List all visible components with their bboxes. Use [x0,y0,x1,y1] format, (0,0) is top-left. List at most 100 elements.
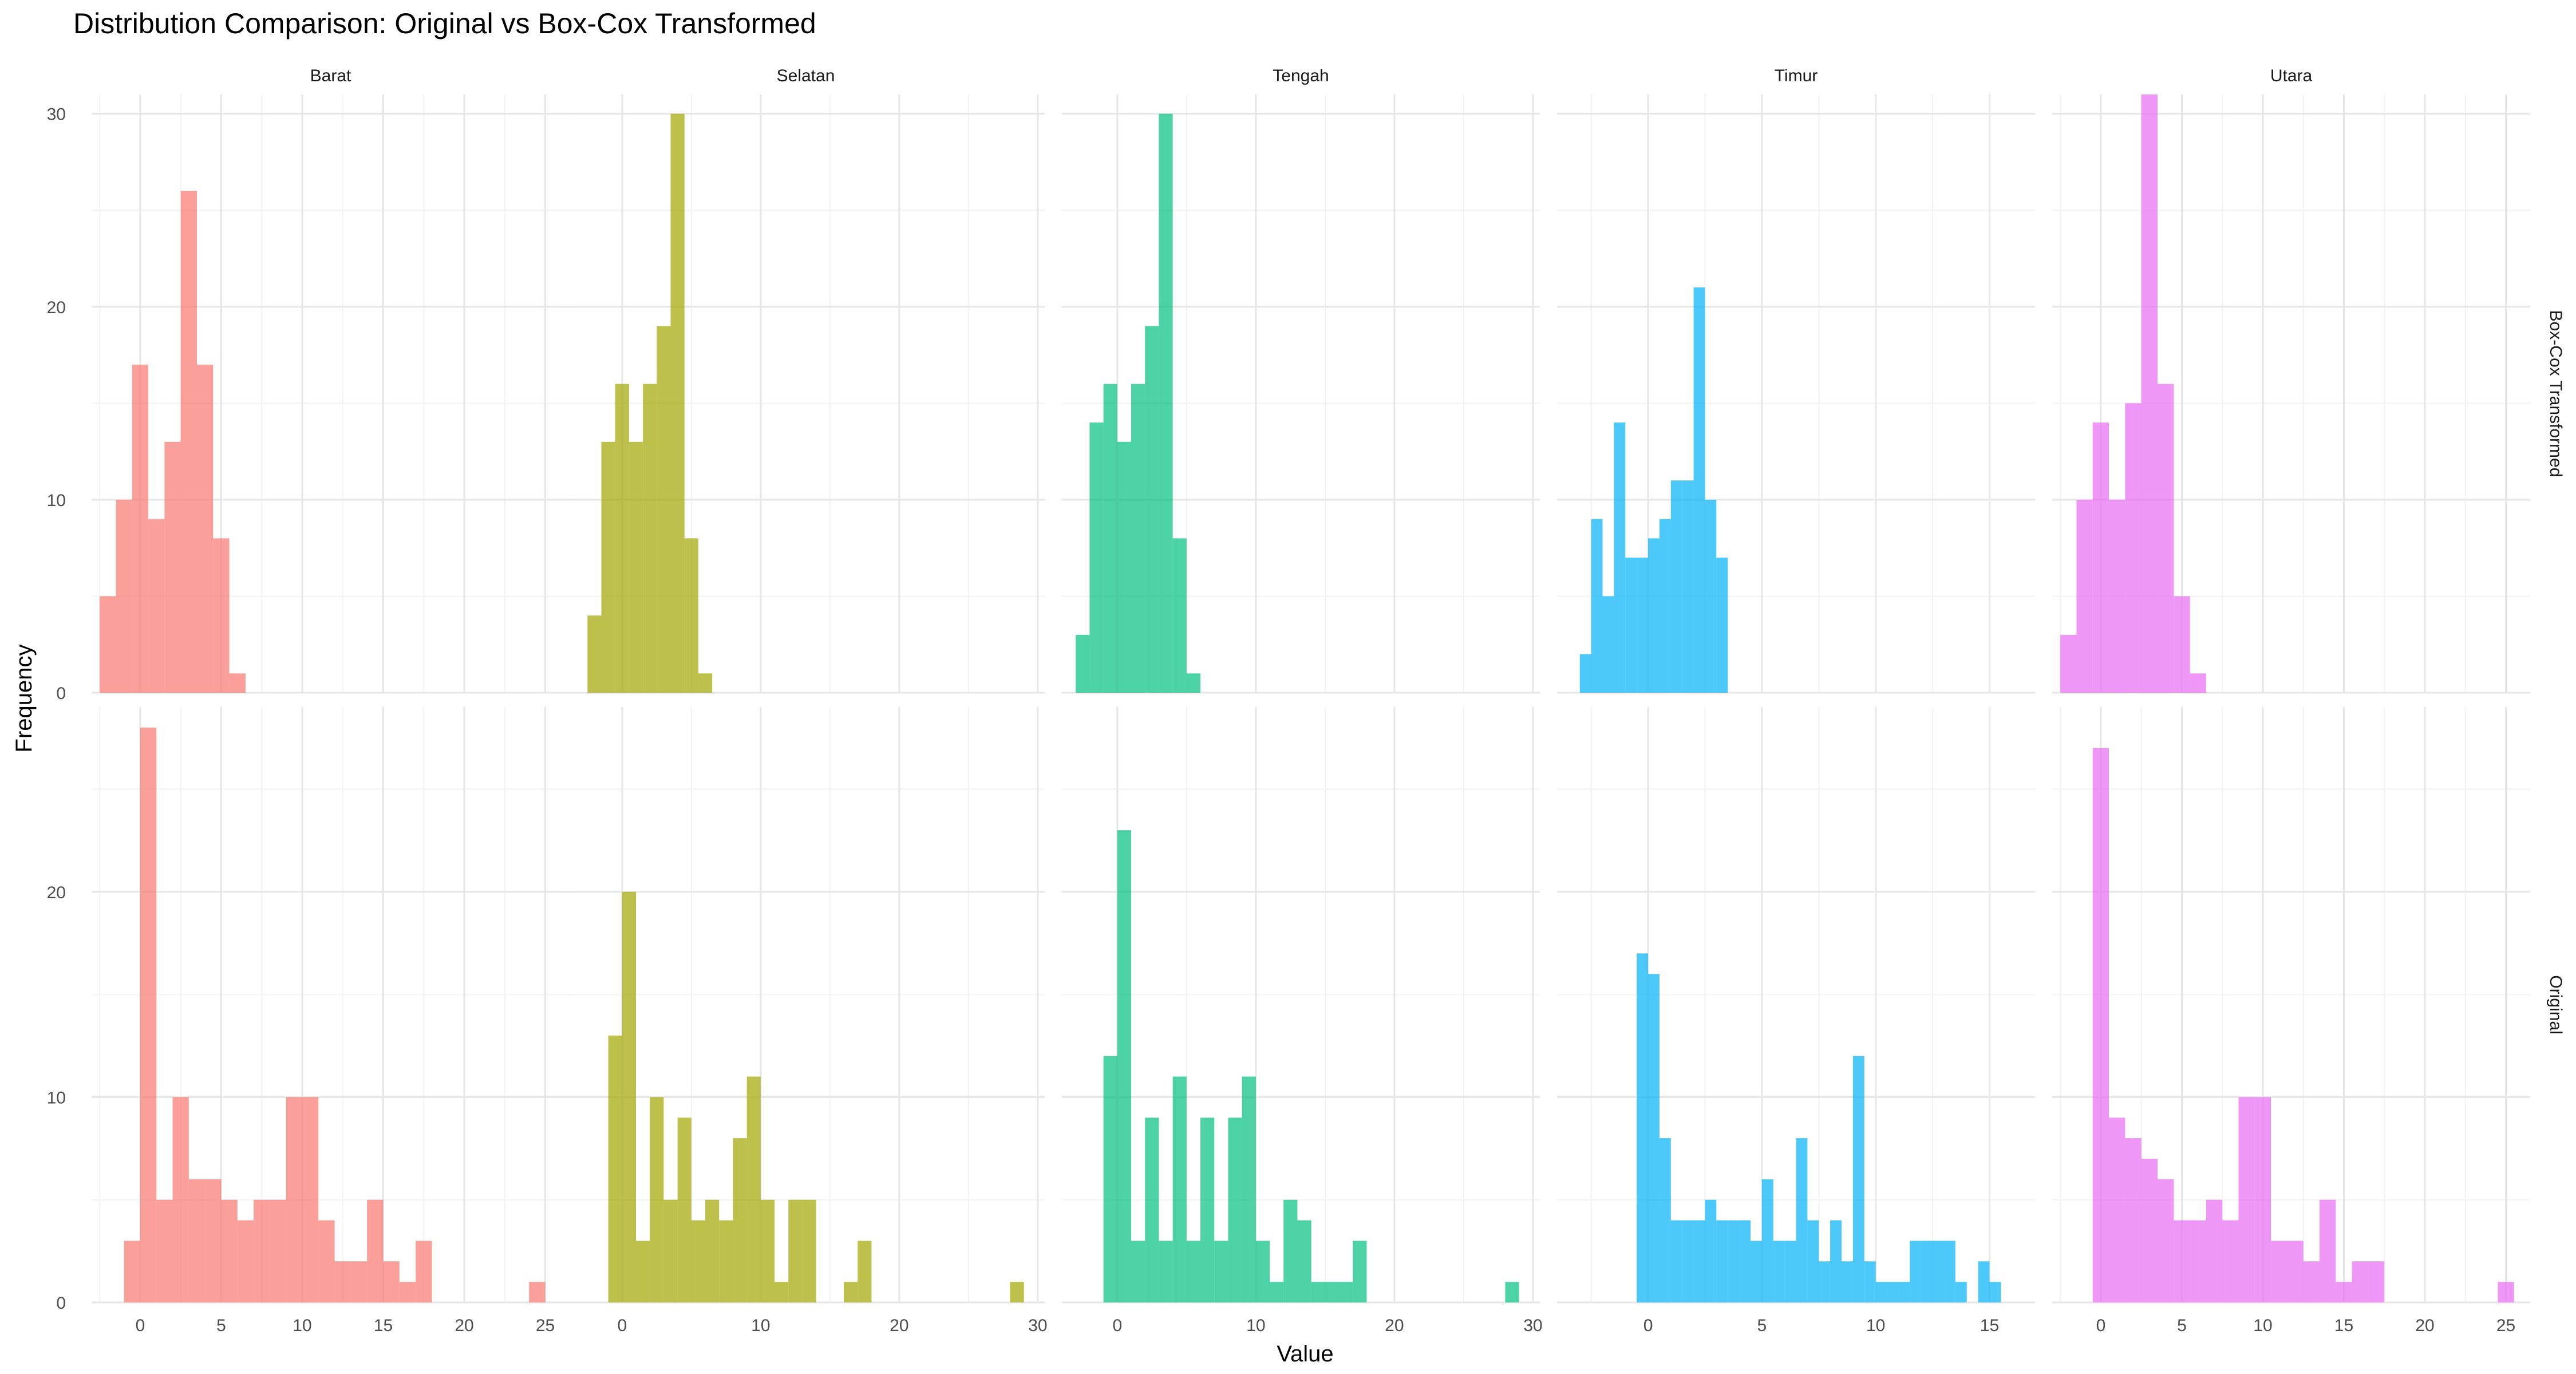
histogram-bar [140,727,157,1302]
histogram-bar [318,1220,335,1302]
histogram-bar [196,364,214,693]
histogram-bar [1864,1261,1876,1302]
histogram-bar [760,1199,775,1302]
histogram-bar [587,615,602,693]
facet-strip-label: Timur [1775,66,1818,85]
histogram-bar [1796,1138,1808,1302]
histogram-bar [1131,1241,1145,1302]
histogram-bar [1716,1220,1728,1302]
histogram-bar [2320,1199,2336,1302]
histogram-bar [1852,1056,1864,1302]
histogram-bar [698,673,713,693]
y-tick-label: 0 [56,684,66,703]
x-tick-label: 20 [1385,1316,1404,1335]
histogram-bar [2157,384,2174,693]
x-tick-label: 15 [1980,1316,1999,1335]
facet-panel [1062,94,1540,694]
histogram-bar [2125,403,2142,693]
histogram-bar [1830,1220,1842,1302]
histogram-bar [733,1138,747,1302]
histogram-bar [1339,1282,1353,1302]
histogram-bar [1693,287,1705,693]
facet-strip-label: Selatan [777,66,835,85]
histogram-bar [1728,1220,1740,1302]
facet-panel: 0 10 20 30 [1062,707,1543,1335]
facet-panel [567,94,1045,694]
facet-panel: 0 10 20 30 [567,707,1048,1335]
histogram-bar [844,1282,858,1302]
histogram-bar [2190,1220,2206,1302]
histogram-bar [1842,1261,1853,1302]
histogram-bar [2060,634,2077,693]
histogram-bar [1297,1220,1311,1302]
histogram-bar [1637,953,1649,1302]
y-tick-label: 0 [56,1294,66,1313]
histogram-bar [1159,113,1173,693]
x-tick-label: 5 [2177,1316,2187,1335]
histogram-bar [858,1241,872,1302]
x-tick-label: 25 [536,1316,555,1335]
y-tick-label: 10 [47,491,66,510]
histogram-bar [2076,499,2093,693]
histogram-bar [1591,519,1603,693]
histogram-bar [1625,558,1637,693]
histogram-bar [1200,1118,1215,1302]
histogram-bar [746,1076,761,1302]
histogram-bar [1659,1138,1671,1302]
histogram-bar [1933,1241,1944,1302]
histogram-bar [775,1282,789,1302]
histogram-bar [221,1199,238,1302]
histogram-bar [1117,441,1132,693]
x-tick-label: 0 [1112,1316,1122,1335]
histogram-bar [2303,1261,2320,1302]
facet-strip-label: Utara [2270,66,2313,85]
histogram-bar [1898,1282,1910,1302]
row-strip-label: Original [2546,975,2565,1034]
x-tick-label: 10 [751,1316,770,1335]
histogram-bar [334,1261,351,1302]
histogram-bar [1172,1076,1187,1302]
facet-panels: Barat Selatan Tengah Timur Utara Box-Cox Tran… [47,66,2565,1335]
x-tick-label: 20 [890,1316,908,1335]
facet-panel: 0 5 10 15 20 25 [2052,707,2530,1335]
histogram-bar [383,1261,400,1302]
histogram-bar [1076,634,1090,693]
histogram-bar [2157,1179,2174,1302]
x-tick-label: 10 [2253,1316,2272,1335]
histogram-bar [2190,673,2206,693]
histogram-bar [302,1097,319,1302]
x-tick-label: 5 [216,1316,226,1335]
histogram-bar [1761,1179,1773,1302]
histogram-bar [1807,1220,1819,1302]
histogram-bar [1255,1241,1270,1302]
x-tick-label: 15 [2334,1316,2353,1335]
histogram-bar [164,441,181,693]
x-tick-label: 15 [374,1316,393,1335]
y-tick-label: 10 [47,1088,66,1107]
histogram-bar [2206,1199,2223,1302]
histogram-bar [1602,596,1614,693]
x-tick-label: 0 [1643,1316,1653,1335]
histogram-bar [691,1220,706,1302]
histogram-bar [416,1241,432,1302]
histogram-bar [1978,1261,1990,1302]
histogram-bar [529,1282,546,1302]
histogram-bar [399,1282,416,1302]
histogram-bar [367,1199,384,1302]
facet-panel: 0 5 10 15 [1557,707,2035,1335]
x-tick-label: 10 [1866,1316,1885,1335]
histogram-bar [1887,1282,1899,1302]
histogram-bar [1716,558,1728,693]
histogram-bar [1228,1118,1242,1302]
histogram-bar [270,1199,286,1302]
x-tick-label: 0 [136,1316,145,1335]
histogram-bar [1637,558,1649,693]
histogram-bar [100,596,116,693]
histogram-bar [677,1118,692,1302]
histogram-bar [1784,1241,1796,1302]
histogram-bar [2109,499,2125,693]
x-tick-label: 10 [1246,1316,1265,1335]
histogram-bar [657,326,671,693]
histogram-bar [636,1241,650,1302]
histogram-bar [172,1097,189,1302]
